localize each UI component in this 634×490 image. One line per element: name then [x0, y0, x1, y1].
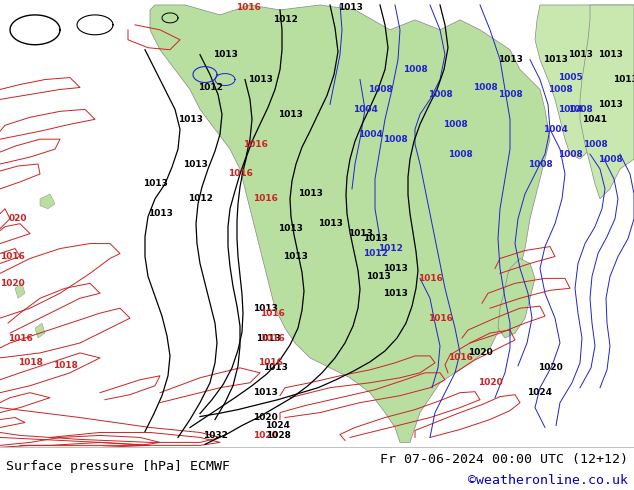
Text: 1020: 1020 [252, 413, 278, 422]
Text: 1020: 1020 [477, 378, 502, 387]
Text: 1008: 1008 [472, 83, 498, 92]
Text: 1016: 1016 [0, 252, 25, 261]
Polygon shape [150, 5, 550, 442]
Text: 1012: 1012 [363, 249, 387, 258]
Text: 1013: 1013 [598, 100, 623, 109]
Text: 1008: 1008 [368, 85, 392, 94]
Polygon shape [498, 259, 535, 338]
Text: 1004: 1004 [557, 105, 583, 114]
Text: 1008: 1008 [527, 160, 552, 169]
Text: 1016: 1016 [427, 314, 453, 322]
Text: 1008: 1008 [383, 135, 408, 144]
Text: Fr 07-06-2024 00:00 UTC (12+12): Fr 07-06-2024 00:00 UTC (12+12) [380, 453, 628, 466]
Text: 1004: 1004 [353, 105, 377, 114]
Text: 1008: 1008 [567, 105, 592, 114]
Text: 1012: 1012 [188, 195, 212, 203]
Text: 1032: 1032 [202, 431, 228, 440]
Text: 1013: 1013 [498, 55, 522, 64]
Text: 1016: 1016 [257, 358, 282, 368]
Text: 1012: 1012 [378, 244, 403, 253]
Text: 1016: 1016 [252, 195, 278, 203]
Text: 1013: 1013 [598, 50, 623, 59]
Text: 1016: 1016 [8, 334, 32, 343]
Text: 1013: 1013 [247, 75, 273, 84]
Text: 1013: 1013 [567, 50, 592, 59]
Text: 1013: 1013 [178, 115, 202, 124]
Text: 1016: 1016 [418, 274, 443, 283]
Text: 1013: 1013 [543, 55, 567, 64]
Text: 1013: 1013 [382, 264, 408, 273]
Text: 1013: 1013 [278, 110, 302, 119]
Text: 1041: 1041 [583, 115, 607, 124]
Text: 1020: 1020 [0, 279, 24, 288]
Polygon shape [15, 283, 25, 298]
Text: 1013: 1013 [212, 50, 238, 59]
Text: 1024: 1024 [266, 421, 290, 430]
Text: ©weatheronline.co.uk: ©weatheronline.co.uk [468, 474, 628, 487]
Text: 1020: 1020 [252, 431, 278, 440]
Text: 1013: 1013 [382, 289, 408, 298]
Text: 1008: 1008 [548, 85, 573, 94]
Text: 1013: 1013 [363, 234, 387, 243]
Text: 1020: 1020 [538, 364, 562, 372]
Text: 1008: 1008 [598, 154, 623, 164]
Text: 1013: 1013 [612, 75, 634, 84]
Text: 1020: 1020 [468, 348, 493, 357]
Polygon shape [35, 323, 45, 338]
Text: 1013: 1013 [252, 388, 278, 397]
Polygon shape [535, 5, 634, 159]
Text: 1008: 1008 [448, 149, 472, 159]
Text: 1018: 1018 [18, 358, 42, 368]
Text: 1013: 1013 [297, 189, 323, 198]
Text: 1018: 1018 [53, 361, 77, 370]
Text: 1008: 1008 [403, 65, 427, 74]
Text: 1008: 1008 [558, 149, 583, 159]
Text: Surface pressure [hPa] ECMWF: Surface pressure [hPa] ECMWF [6, 460, 230, 473]
Text: 020: 020 [9, 214, 27, 223]
Text: 1013: 1013 [318, 219, 342, 228]
Text: 1008: 1008 [583, 140, 607, 148]
Polygon shape [40, 194, 55, 209]
Text: 1013: 1013 [347, 229, 372, 238]
Text: 1013: 1013 [143, 179, 167, 189]
Text: 1013: 1013 [283, 252, 307, 261]
Text: 1016: 1016 [448, 353, 472, 363]
Text: 1013: 1013 [148, 209, 172, 218]
Text: 1028: 1028 [266, 431, 290, 440]
Text: 1008: 1008 [443, 120, 467, 129]
Text: 1013: 1013 [366, 272, 391, 281]
Text: 1016: 1016 [228, 170, 252, 178]
Text: 1012: 1012 [198, 83, 223, 92]
Text: 1004: 1004 [543, 125, 567, 134]
Text: 1013: 1013 [256, 334, 280, 343]
Text: 1008: 1008 [427, 90, 453, 99]
Text: 1013: 1013 [278, 224, 302, 233]
Text: 1013: 1013 [262, 364, 287, 372]
Text: 1016: 1016 [236, 3, 261, 12]
Text: 1016: 1016 [243, 140, 268, 148]
Text: 1016: 1016 [259, 334, 285, 343]
Text: 1013: 1013 [183, 160, 207, 169]
Text: 1024: 1024 [527, 388, 552, 397]
Text: 1008: 1008 [498, 90, 522, 99]
Text: 1013: 1013 [252, 304, 278, 313]
Text: 1013: 1013 [337, 3, 363, 12]
Text: 1005: 1005 [558, 73, 583, 82]
Text: 1004: 1004 [358, 130, 382, 139]
Polygon shape [580, 5, 634, 199]
Text: 1012: 1012 [273, 15, 297, 24]
Text: 1016: 1016 [259, 309, 285, 318]
